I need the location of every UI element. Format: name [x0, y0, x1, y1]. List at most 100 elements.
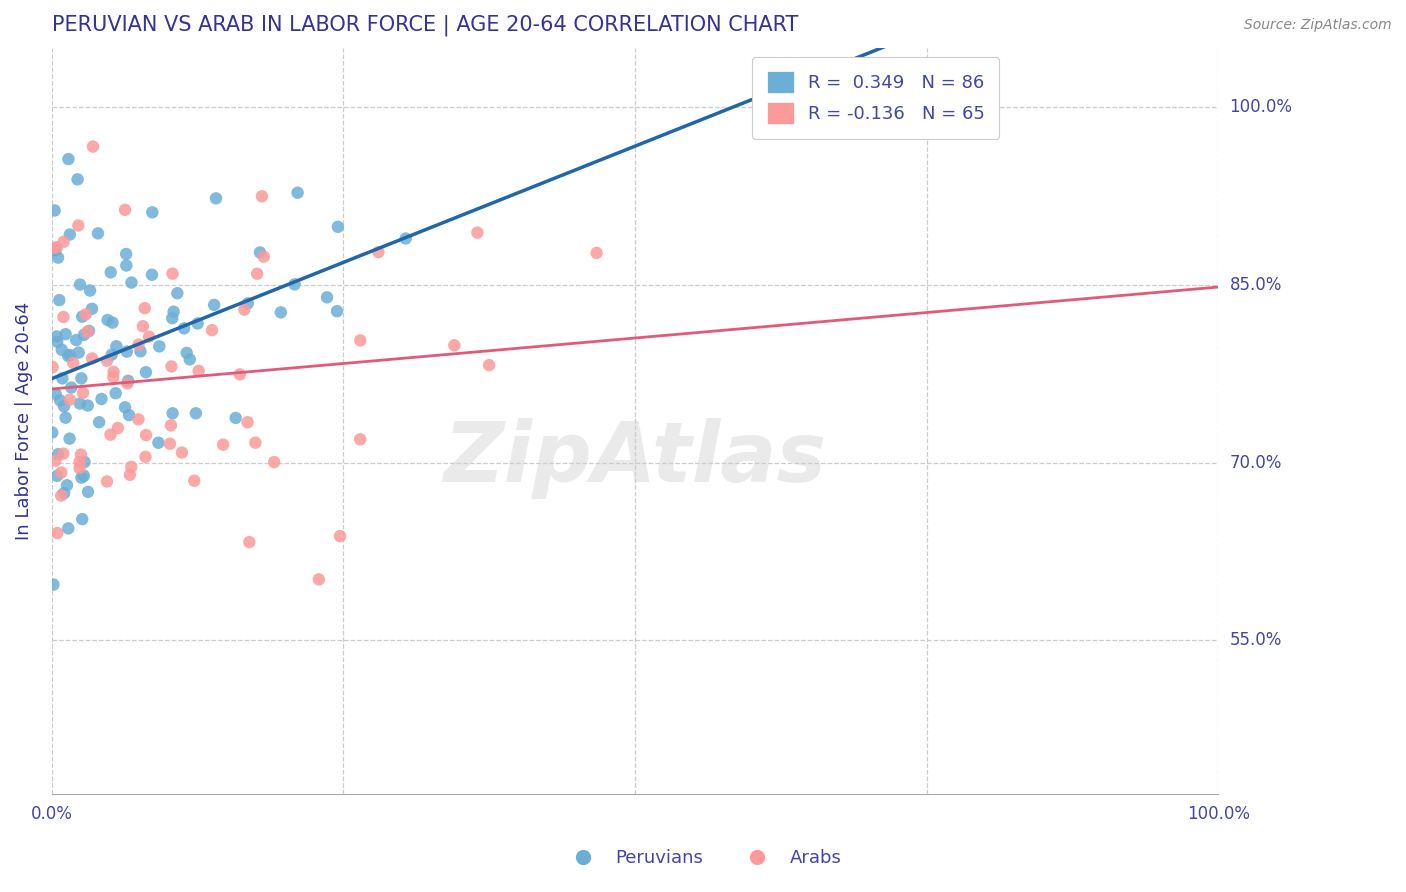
Arabs	[187, 364, 209, 378]
Peruvians	[205, 191, 228, 205]
Arabs	[245, 435, 267, 450]
Peruvians	[80, 301, 103, 316]
Peruvians	[77, 484, 100, 499]
Arabs	[160, 359, 183, 374]
Peruvians	[41, 425, 63, 440]
Arabs	[135, 428, 157, 442]
Arabs	[467, 226, 489, 240]
Peruvians	[72, 512, 94, 526]
Peruvians	[117, 374, 139, 388]
Arabs	[120, 459, 142, 474]
Peruvians	[73, 455, 96, 469]
Peruvians	[67, 345, 90, 359]
Arabs	[96, 353, 118, 368]
Peruvians	[395, 231, 418, 245]
Peruvians	[46, 447, 69, 461]
Text: 55.0%: 55.0%	[1230, 632, 1282, 649]
Peruvians	[148, 339, 170, 353]
Arabs	[443, 338, 465, 352]
Peruvians	[141, 268, 163, 282]
Peruvians	[100, 348, 122, 362]
Arabs	[107, 421, 129, 435]
Peruvians	[160, 311, 183, 326]
Arabs	[349, 334, 371, 348]
Arabs	[159, 436, 181, 450]
Peruvians	[56, 349, 79, 363]
Peruvians	[76, 399, 98, 413]
Peruvians	[79, 284, 101, 298]
Peruvians	[326, 304, 349, 318]
Peruvians	[115, 247, 138, 261]
Peruvians	[42, 577, 65, 591]
Text: 70.0%: 70.0%	[1230, 453, 1282, 472]
Arabs	[80, 351, 103, 366]
Arabs	[201, 323, 224, 337]
Arabs	[51, 466, 73, 480]
Arabs	[103, 365, 125, 379]
Arabs	[212, 437, 235, 451]
Arabs	[118, 467, 141, 482]
Peruvians	[326, 219, 349, 234]
Arabs	[229, 368, 252, 382]
Legend: R =  0.349   N = 86, R = -0.136   N = 65: R = 0.349 N = 86, R = -0.136 N = 65	[752, 57, 1000, 138]
Peruvians	[58, 432, 80, 446]
Peruvians	[46, 251, 69, 265]
Peruvians	[184, 406, 207, 420]
Peruvians	[249, 245, 271, 260]
Peruvians	[121, 276, 143, 290]
Arabs	[134, 301, 156, 315]
Peruvians	[70, 470, 93, 484]
Arabs	[308, 573, 330, 587]
Arabs	[41, 359, 63, 374]
Text: ZipAtlas: ZipAtlas	[443, 417, 827, 499]
Peruvians	[166, 286, 188, 301]
Peruvians	[176, 346, 198, 360]
Peruvians	[115, 259, 138, 273]
Arabs	[52, 235, 75, 249]
Peruvians	[44, 244, 66, 258]
Peruvians	[53, 486, 76, 500]
Peruvians	[114, 401, 136, 415]
Arabs	[46, 526, 69, 541]
Arabs	[250, 189, 273, 203]
Arabs	[162, 267, 184, 281]
Peruvians	[46, 468, 69, 483]
Peruvians	[187, 317, 209, 331]
Peruvians	[162, 304, 184, 318]
Peruvians	[51, 343, 73, 357]
Arabs	[367, 245, 389, 260]
Arabs	[45, 240, 67, 254]
Peruvians	[59, 348, 82, 362]
Text: PERUVIAN VS ARAB IN LABOR FORCE | AGE 20-64 CORRELATION CHART: PERUVIAN VS ARAB IN LABOR FORCE | AGE 20…	[52, 15, 799, 37]
Peruvians	[148, 435, 170, 450]
Peruvians	[316, 290, 339, 304]
Arabs	[128, 337, 150, 351]
Arabs	[134, 450, 156, 464]
Arabs	[41, 241, 63, 255]
Peruvians	[73, 468, 96, 483]
Peruvians	[236, 296, 259, 310]
Arabs	[127, 412, 149, 426]
Peruvians	[69, 396, 91, 410]
Peruvians	[65, 333, 87, 347]
Peruvians	[225, 411, 247, 425]
Arabs	[76, 325, 98, 339]
Peruvians	[51, 371, 73, 385]
Y-axis label: In Labor Force | Age 20-64: In Labor Force | Age 20-64	[15, 301, 32, 541]
Peruvians	[104, 386, 127, 401]
Peruvians	[87, 227, 110, 241]
Text: 85.0%: 85.0%	[1230, 276, 1282, 293]
Arabs	[52, 310, 75, 324]
Arabs	[238, 535, 260, 549]
Arabs	[67, 219, 90, 233]
Legend: Peruvians, Arabs: Peruvians, Arabs	[557, 842, 849, 874]
Peruvians	[66, 172, 89, 186]
Arabs	[170, 445, 193, 459]
Peruvians	[44, 203, 66, 218]
Arabs	[114, 202, 136, 217]
Arabs	[72, 385, 94, 400]
Arabs	[62, 356, 84, 370]
Peruvians	[90, 392, 112, 406]
Peruvians	[101, 316, 124, 330]
Peruvians	[118, 408, 141, 422]
